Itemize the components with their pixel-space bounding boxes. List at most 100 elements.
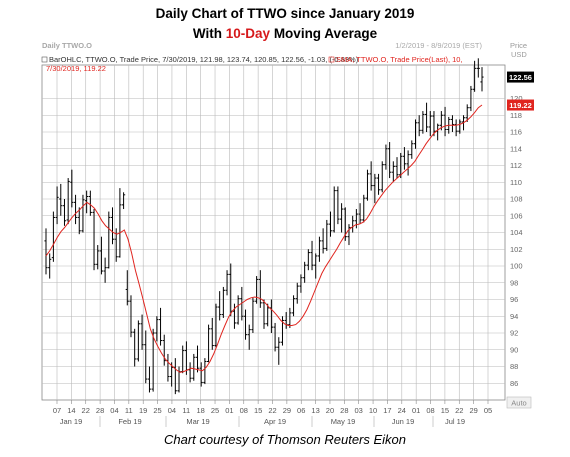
- ohlc-bar: [107, 211, 111, 269]
- ohlc-bar: [336, 186, 340, 225]
- date-tick-label: 22: [82, 406, 90, 415]
- date-tick-label: 11: [125, 406, 133, 415]
- ohlc-bar: [480, 67, 484, 92]
- date-tick-label: 05: [484, 406, 492, 415]
- ohlc-bar: [365, 169, 370, 201]
- sma-10-line: [45, 104, 483, 373]
- price-tick-label: 86: [510, 379, 518, 388]
- price-tick-label: 116: [510, 128, 522, 137]
- date-tick-label: 10: [369, 406, 377, 415]
- ohlc-bar: [221, 286, 225, 318]
- price-tick-label: 96: [510, 295, 518, 304]
- date-tick-label: 18: [196, 406, 204, 415]
- chart-title-line-1: Daily Chart of TTWO since January 2019: [155, 6, 415, 21]
- date-tick-label: 04: [168, 406, 176, 415]
- date-axis-labels: 07 14 22 28 04 11 19 25 04 11 18 25 01 08 15 22 29 06 13 20…: [53, 406, 492, 415]
- price-tick-label: 110: [510, 178, 522, 187]
- ohlc-bar: [44, 228, 48, 275]
- ohlc-bar: [280, 316, 285, 346]
- ohlc-bar: [277, 337, 281, 365]
- price-tick-label: 120: [510, 94, 523, 103]
- ohlc-bar: [384, 144, 388, 170]
- month-gridlines: [99, 416, 434, 427]
- ohlc-bar: [55, 186, 59, 225]
- ohlc-bar: [232, 303, 237, 329]
- month-label: May 19: [331, 417, 356, 426]
- ohlc-bar: [454, 119, 458, 137]
- date-tick-label: 28: [340, 406, 348, 415]
- price-tick-label: 114: [510, 144, 522, 153]
- ohlc-bar: [136, 320, 140, 362]
- ohlc-bar: [210, 317, 214, 350]
- date-tick-label: 15: [441, 406, 449, 415]
- ohlc-bar: [243, 309, 248, 340]
- auto-scale-label: Auto: [511, 399, 526, 408]
- ohlc-bar: [347, 224, 351, 246]
- price-tick-label: 104: [510, 228, 523, 237]
- price-tick-label: 106: [510, 211, 523, 220]
- last-price-marker: [507, 71, 534, 83]
- price-tick-label: 90: [510, 345, 518, 354]
- price-tick-label: 94: [510, 312, 518, 321]
- date-tick-label: 13: [311, 406, 319, 415]
- ohlc-bar: [140, 314, 144, 350]
- ohlc-bars: [44, 58, 484, 395]
- ohlc-bar: [443, 106, 447, 137]
- ohlc-bar: [417, 115, 421, 137]
- month-label: Apr 19: [264, 417, 286, 426]
- ohlc-bar: [465, 104, 469, 122]
- ohlc-bar: [144, 330, 148, 384]
- date-tick-label: 08: [240, 406, 248, 415]
- ohlc-bar: [369, 161, 373, 191]
- symbol-label: Daily TTWO.O: [42, 41, 92, 50]
- price-tick-label: 108: [510, 195, 523, 204]
- ohlc-bar: [81, 194, 85, 233]
- price-tick-label: 100: [510, 262, 523, 271]
- date-tick-label: 29: [469, 406, 477, 415]
- date-tick-label: 15: [254, 406, 262, 415]
- ohlc-bar: [273, 322, 277, 352]
- ohlc-bar: [317, 236, 322, 262]
- date-tick-label: 22: [268, 406, 276, 415]
- ohlc-bar: [73, 194, 78, 225]
- ohlc-bar: [251, 297, 255, 333]
- ohlc-bar: [85, 190, 89, 214]
- title-suffix: Moving Average: [270, 26, 378, 41]
- ohlc-bar: [158, 307, 163, 346]
- sma-value-label: 119.22: [509, 101, 532, 110]
- date-tick-label: 14: [67, 406, 75, 415]
- month-label: Jul 19: [445, 417, 465, 426]
- ohlc-bar: [88, 190, 92, 216]
- ohlc-bar: [458, 119, 462, 134]
- ohlc-bar: [62, 199, 67, 226]
- date-tick-label: 06: [297, 406, 305, 415]
- auto-scale-button[interactable]: [506, 396, 532, 409]
- price-tick-label: 118: [510, 111, 522, 120]
- ohlc-bar: [310, 240, 314, 271]
- ohlc-bar: [59, 183, 63, 216]
- ohlc-bar: [288, 307, 292, 328]
- ohlc-bar: [99, 236, 104, 275]
- ohlc-bar: [410, 140, 414, 159]
- ohlc-bar: [258, 270, 262, 308]
- last-price-label: 122.56: [509, 73, 532, 82]
- price-tick-label: 88: [510, 362, 518, 371]
- ohlc-bar: [199, 362, 203, 387]
- ohlc-bar: [391, 161, 395, 183]
- date-tick-label: 24: [398, 406, 406, 415]
- ttwo-daily-chart[interactable]: Daily TTWO.O 1/2/2019 - 8/9/2019 (EST) P…: [0, 40, 570, 430]
- price-tick-label: 112: [510, 161, 522, 170]
- ohlc-bar: [118, 188, 122, 258]
- ohlc-bar: [77, 207, 81, 235]
- legend-sma: SMA, TTWO.O, Trade Price(Last), 10, 7/30…: [46, 55, 463, 73]
- ohlc-bar: [66, 178, 70, 225]
- chart-caption: Chart courtesy of Thomson Reuters Eikon: [163, 432, 407, 447]
- date-tick-label: 04: [110, 406, 118, 415]
- ohlc-bar: [155, 316, 159, 342]
- ohlc-bar: [206, 324, 211, 363]
- ohlc-bar: [373, 173, 377, 204]
- month-labels: Jan 19 Feb 19 Mar 19 Apr 19 May 19 Jun 19 Jul …: [60, 417, 465, 426]
- ohlc-bar: [147, 366, 152, 393]
- ohlc-bar: [92, 209, 96, 271]
- ohlc-bar: [195, 345, 200, 373]
